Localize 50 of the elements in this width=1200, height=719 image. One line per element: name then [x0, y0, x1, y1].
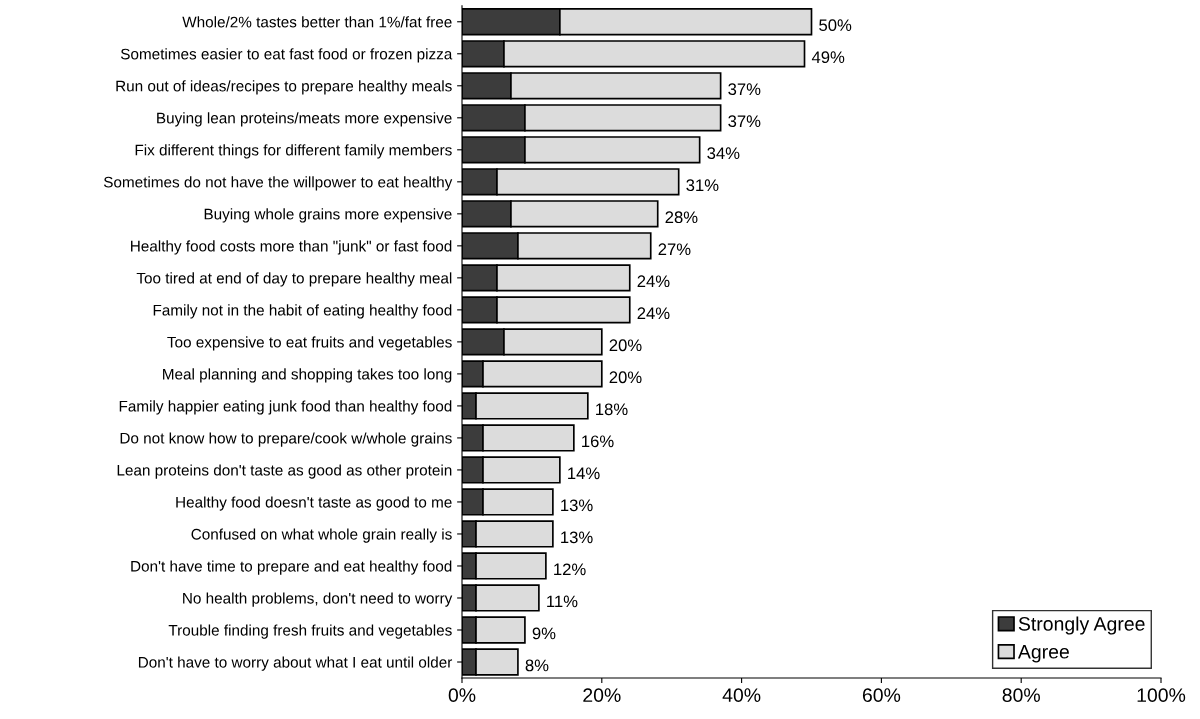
- total-label: 37%: [728, 83, 761, 96]
- x-tick-label: 60%: [862, 688, 901, 703]
- y-tick-label: Family not in the habit of eating healthy food: [153, 304, 452, 319]
- y-tick-label: Sometimes easier to eat fast food or frozen pizza: [120, 48, 453, 63]
- y-tick-label: Trouble finding fresh fruits and vegetables: [168, 624, 452, 639]
- y-tick-label: Sometimes do not have the willpower to eat healthy: [103, 176, 453, 191]
- total-label: 12%: [554, 563, 586, 576]
- x-tick-label: 0%: [448, 688, 476, 703]
- y-tick-label: Family happier eating junk food than healthy food: [119, 400, 452, 415]
- total-label: 34%: [707, 147, 740, 160]
- total-label: 16%: [582, 435, 614, 448]
- y-tick-label: Buying whole grains more expensive: [204, 208, 452, 223]
- y-tick-label: Don't have to worry about what I eat until older: [138, 656, 453, 671]
- y-tick-label: Lean proteins don't taste as good as other protein: [117, 464, 452, 479]
- total-label: 9%: [532, 627, 556, 640]
- y-tick-label: Run out of ideas/recipes to prepare healthy meals: [116, 80, 452, 95]
- total-label: 20%: [609, 371, 642, 384]
- total-label: 20%: [609, 339, 642, 352]
- y-tick-label: No health problems, don't need to worry: [183, 592, 453, 607]
- total-label: 28%: [665, 211, 698, 224]
- legend-label: Agree: [1017, 645, 1069, 663]
- total-label: 14%: [568, 467, 600, 480]
- y-tick-label: Do not know how to prepare/cook w/whole grains: [120, 432, 452, 447]
- y-tick-label: Don't have time to prepare and eat healthy food: [131, 560, 452, 575]
- y-tick-label: Healthy food costs more than "junk" or fast food: [131, 240, 452, 255]
- total-label: 11%: [547, 595, 578, 608]
- x-tick-label: 100%: [1137, 688, 1186, 703]
- x-tick-label: 40%: [722, 688, 761, 703]
- y-tick-label: Healthy food doesn't taste as good to me: [176, 496, 452, 511]
- x-tick-label: 20%: [583, 688, 621, 703]
- y-tick-label: Confused on what whole grain really is: [191, 528, 452, 543]
- total-label: 24%: [637, 275, 670, 288]
- y-tick-label: Too expensive to eat fruits and vegetables: [167, 336, 452, 351]
- total-label: 8%: [525, 659, 549, 672]
- y-tick-label: Buying lean proteins/meats more expensive: [157, 112, 452, 127]
- y-tick-label: Fix different things for different family members: [135, 144, 452, 159]
- total-label: 49%: [811, 51, 845, 64]
- total-label: 27%: [658, 243, 691, 256]
- y-tick-label: Whole/2% tastes better than 1%/fat free: [182, 16, 452, 28]
- total-label: 24%: [637, 307, 670, 320]
- total-label: 37%: [728, 115, 761, 128]
- y-tick-label: Too tired at end of day to prepare healthy meal: [136, 272, 452, 287]
- total-label: 50%: [819, 19, 852, 32]
- x-tick-label: 80%: [1002, 688, 1040, 703]
- total-label: 13%: [561, 499, 593, 512]
- total-label: 13%: [561, 531, 593, 544]
- y-tick-label: Meal planning and shopping takes too long: [163, 368, 452, 383]
- total-label: 31%: [686, 179, 719, 192]
- total-label: 18%: [596, 403, 628, 416]
- legend-label: Strongly Agree: [1018, 616, 1145, 635]
